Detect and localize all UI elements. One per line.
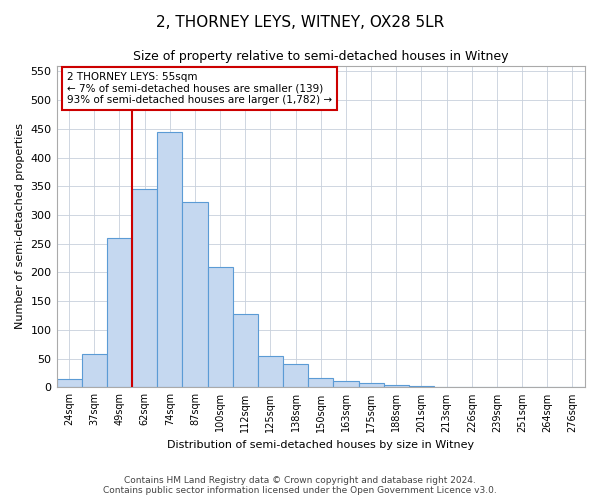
Text: 2 THORNEY LEYS: 55sqm
← 7% of semi-detached houses are smaller (139)
93% of semi: 2 THORNEY LEYS: 55sqm ← 7% of semi-detac… (67, 72, 332, 105)
Bar (383, 384, 409, 388)
Bar (359, 383, 383, 388)
Y-axis label: Number of semi-detached properties: Number of semi-detached properties (15, 124, 25, 330)
X-axis label: Distribution of semi-detached houses by size in Witney: Distribution of semi-detached houses by … (167, 440, 475, 450)
Bar (233, 314, 258, 388)
Bar (258, 356, 283, 388)
Bar (434, 387, 459, 388)
Text: 2, THORNEY LEYS, WITNEY, OX28 5LR: 2, THORNEY LEYS, WITNEY, OX28 5LR (156, 15, 444, 30)
Bar (82, 354, 107, 388)
Bar (560, 387, 585, 388)
Bar (182, 202, 208, 388)
Bar (157, 132, 182, 388)
Text: Contains HM Land Registry data © Crown copyright and database right 2024.
Contai: Contains HM Land Registry data © Crown c… (103, 476, 497, 495)
Bar (334, 380, 359, 388)
Bar (484, 387, 509, 388)
Bar (56, 379, 82, 388)
Bar (308, 378, 334, 388)
Bar (283, 364, 308, 388)
Bar (132, 189, 157, 388)
Title: Size of property relative to semi-detached houses in Witney: Size of property relative to semi-detach… (133, 50, 509, 63)
Bar (107, 238, 132, 388)
Bar (208, 266, 233, 388)
Bar (409, 386, 434, 388)
